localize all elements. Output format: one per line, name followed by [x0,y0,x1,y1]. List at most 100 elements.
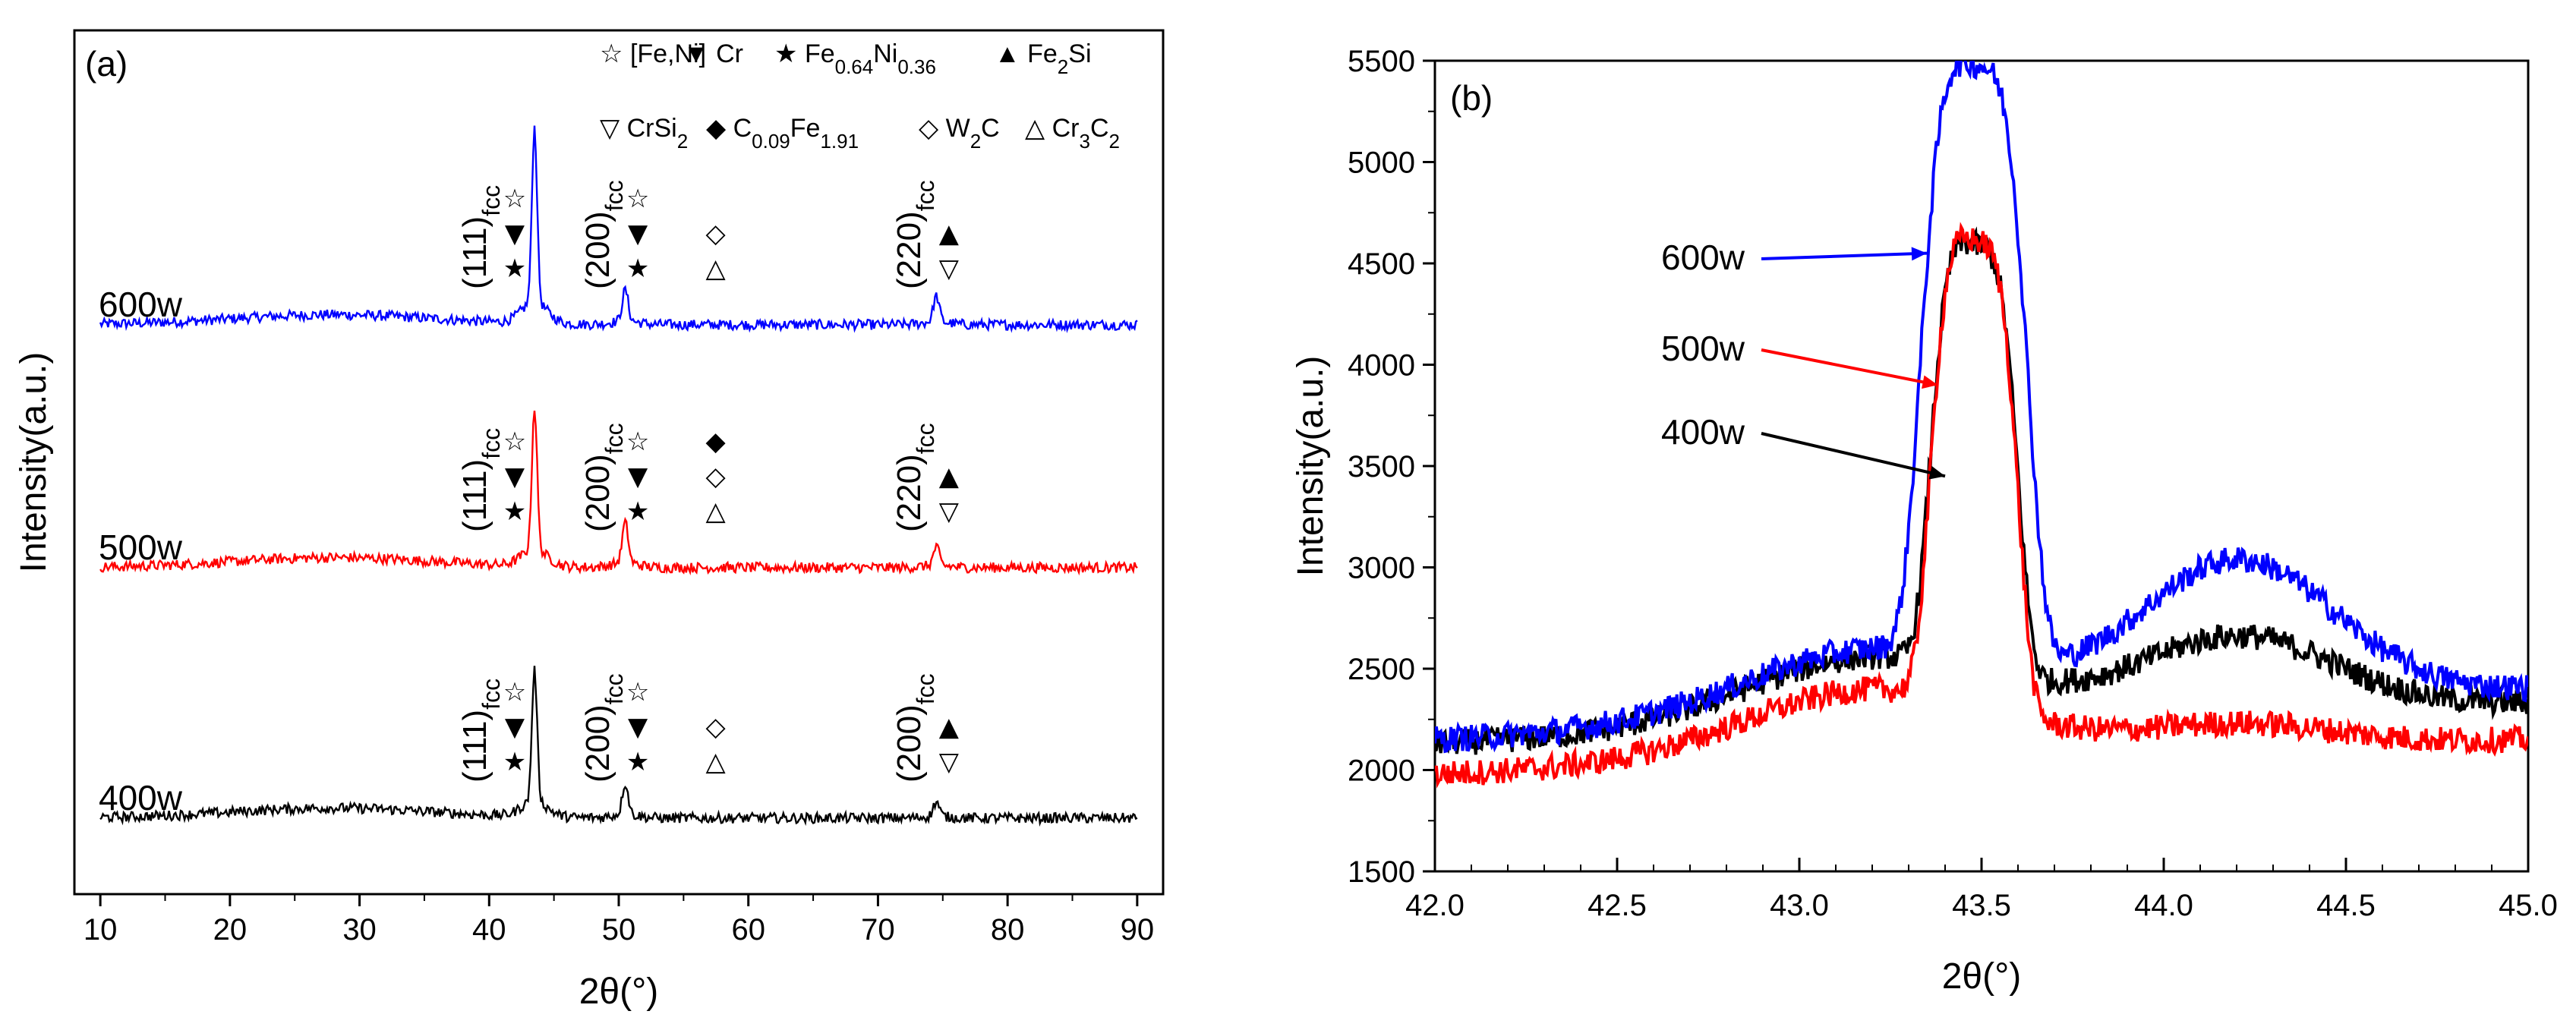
y-tick-label: 3000 [1348,552,1415,585]
x-tick-label: 70 [861,913,895,947]
legend-item: ▲ Fe2Si [995,39,1092,78]
y-tick-label: 2500 [1348,653,1415,686]
peak-label: (220)fcc [891,423,939,532]
series-line-600w [1435,61,2528,754]
x-tick-label: 43.0 [1770,889,1829,922]
x-tick-label: 80 [991,913,1025,947]
peak-label: (200)fcc [891,673,939,783]
legend-item: △ Cr3C2 [1025,114,1120,153]
x-tick-label: 40 [472,913,506,947]
phase-symbol: ▼ [628,219,648,249]
x-tick-label: 42.0 [1405,889,1465,922]
series-arrow-400w [1761,432,1946,478]
peak-label: (220)fcc [891,180,939,289]
panel-b-y-ticks: 1500 2000 2500 3000 3500 4000 4500 5000 5500 [1348,45,1435,889]
legend-item: ▽ CrSi2 [600,114,688,153]
legend-item: ▼ Cr [683,39,743,68]
arrow-head [1928,466,1945,480]
legend-item: ★ Fe0.64Ni0.36 [774,39,936,78]
phase-symbol: ★ [626,254,649,284]
phase-symbol: ☆ [503,677,526,707]
phase-symbol: ★ [626,747,649,777]
panel-a-label: (a) [85,44,128,83]
series-line-600w [99,125,1138,333]
series-line-500w [1435,222,2528,789]
phase-symbol: ▽ [939,496,960,527]
series-label-400w: 400w [1661,412,1745,452]
panel-b-x-ticks: 42.0 42.5 43.0 43.5 44.0 44.5 45.0 [1405,858,2558,922]
legend-item: ◇ W2C [919,114,1000,153]
panel-a-lines: 600w 500w 400w [99,125,1138,827]
panel-b-lines [1435,61,2528,789]
series-arrow-600w [1761,251,1928,260]
phase-symbol: △ [705,496,726,527]
peak-label: (111)fcc [456,428,505,532]
phase-symbol: ▽ [939,747,960,777]
x-tick-label: 60 [731,913,765,947]
phase-symbol: ▲ [939,219,960,249]
phase-symbol: ▼ [505,219,525,249]
y-tick-label: 2000 [1348,754,1415,788]
phase-symbol: ☆ [626,427,649,457]
panel-b-chart: (b) 42.0 42.5 43.0 43.5 44.0 44.5 45.0 1500 200… [1291,45,2558,997]
y-tick-label: 1500 [1348,855,1415,889]
phase-symbol: ★ [503,747,526,777]
series-label-500w: 500w [99,528,183,567]
peak-label: (200)fcc [579,423,628,532]
y-tick-label: 3500 [1348,450,1415,484]
phase-symbol: ▼ [505,712,525,742]
panel-b-y-title: Intensity(a.u.) [1291,356,1331,577]
phase-symbol: ◇ [705,219,726,249]
x-tick-label: 45.0 [2499,889,2558,922]
panel-a-x-ticks: 10 20 30 40 50 60 70 80 90 [84,894,1154,947]
arrow-head [1911,247,1927,261]
phase-symbol: ★ [626,496,649,527]
phase-symbol: ▼ [505,461,525,492]
panel-a-legend: ☆ [Fe,Ni]▼ Cr ★ Fe0.64Ni0.36 ▲ Fe2Si ▽ CrSi… [600,39,1120,153]
panel-b-series-labels: 600w 500w 400w [1661,238,1946,480]
peak-label: (200)fcc [579,180,628,289]
x-tick-label: 30 [342,913,377,947]
phase-symbol: △ [705,254,726,284]
x-tick-label: 44.0 [2134,889,2193,922]
series-label-600w: 600w [99,285,183,324]
x-tick-label: 90 [1121,913,1155,947]
panel-b-frame [1433,59,2530,873]
phase-symbol: ☆ [626,184,649,214]
x-tick-label: 10 [84,913,118,947]
panel-a-frame [73,29,1165,896]
arrow-head [1922,375,1938,389]
series-line-400w [99,666,1138,827]
y-tick-label: 5000 [1348,146,1415,180]
phase-symbol: ☆ [503,184,526,214]
series-label-500w: 500w [1661,329,1745,368]
phase-symbol: △ [705,747,726,777]
peak-label: (200)fcc [579,673,628,783]
series-label-600w: 600w [1661,238,1745,277]
phase-symbol: ▼ [628,712,648,742]
phase-symbol: ▼ [628,461,648,492]
x-tick-label: 50 [602,913,636,947]
phase-symbol: ▲ [939,712,960,742]
phase-symbol: ◇ [705,712,726,742]
series-label-400w: 400w [99,778,183,817]
panel-b-x-title: 2θ(°) [1942,956,2022,997]
phase-symbol: ☆ [626,677,649,707]
legend-item: ☆ [Fe,Ni] [600,39,706,68]
phase-symbol: ▽ [939,254,960,284]
phase-symbol: ◆ [705,427,726,457]
phase-symbol: ★ [503,254,526,284]
y-tick-label: 4500 [1348,247,1415,281]
y-tick-label: 5500 [1348,45,1415,78]
y-tick-label: 4000 [1348,349,1415,383]
x-tick-label: 43.5 [1952,889,2011,922]
series-line-400w [1435,226,2528,755]
legend-item: ◆ C0.09Fe1.91 [706,114,859,153]
phase-symbol: ▲ [939,461,960,492]
x-tick-label: 42.5 [1588,889,1647,922]
panel-a-annotations: ☆▼★(111)fcc ☆▼★(200)fcc◇△▲▽(220)fcc☆▼★(11… [456,180,960,783]
x-tick-label: 20 [213,913,248,947]
peak-label: (111)fcc [456,679,505,783]
